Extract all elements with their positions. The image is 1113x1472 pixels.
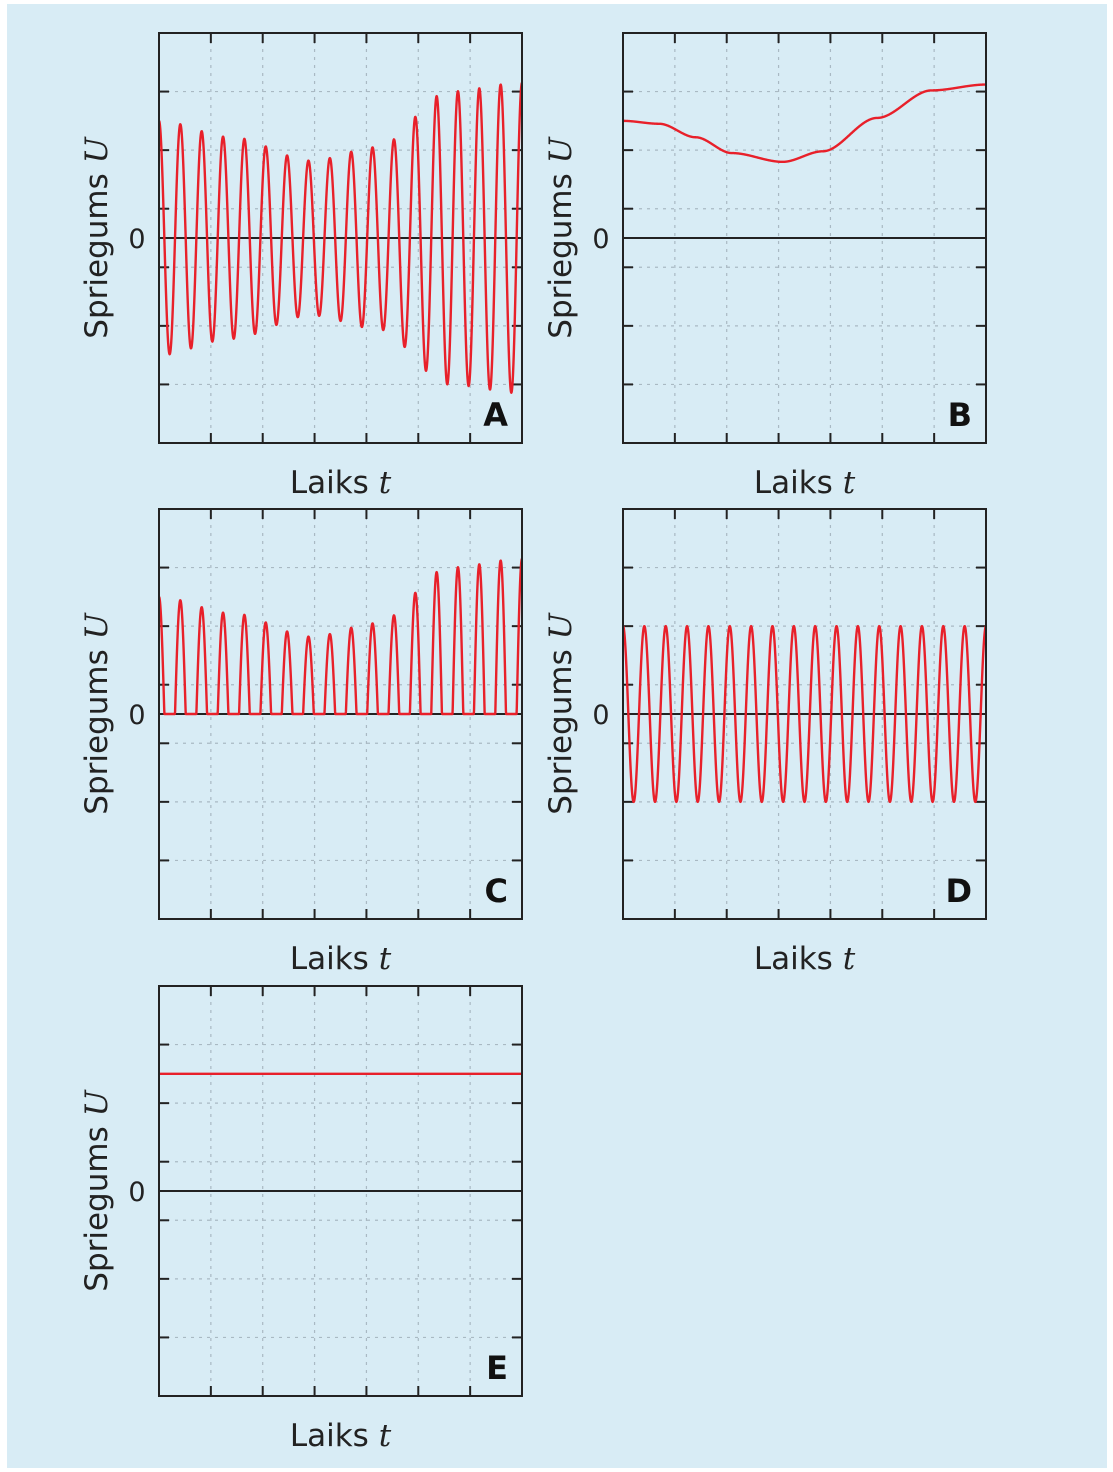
chart-panel-a: 0 Spriegums U Laiks t A: [79, 32, 524, 501]
y-axis-label-word: Spriegums: [79, 1116, 115, 1291]
y-axis-label-d: Spriegums U: [543, 612, 579, 814]
y-zero-label-c: 0: [128, 700, 145, 731]
y-axis-variable: U: [79, 136, 115, 163]
y-axis-label-word: Spriegums: [79, 163, 115, 338]
x-axis-label-word: Laiks: [290, 1418, 379, 1454]
signal-curve-c: [158, 558, 524, 716]
x-axis-label-a: Laiks t: [290, 465, 392, 501]
y-axis-variable: U: [543, 136, 579, 163]
plot-frame-e: [158, 985, 523, 1397]
x-axis-variable: t: [379, 941, 392, 977]
y-axis-label-a: Spriegums U: [79, 136, 115, 338]
y-axis-variable: U: [543, 612, 579, 639]
x-axis-label-c: Laiks t: [290, 941, 392, 977]
panel-letter-d: D: [945, 872, 972, 910]
signal-curve-a: [158, 82, 524, 394]
plot-frame-d: [622, 508, 987, 920]
y-axis-variable: U: [79, 612, 115, 639]
chart-panel-d: 0 Spriegums U Laiks t D: [543, 508, 987, 977]
plot-frame-a: [158, 32, 523, 444]
y-axis-label-e: Spriegums U: [79, 1089, 115, 1291]
y-axis-label-c: Spriegums U: [79, 612, 115, 814]
x-axis-label-d: Laiks t: [754, 941, 856, 977]
panel-letter-a: A: [483, 396, 508, 434]
y-axis-variable: U: [79, 1089, 115, 1116]
ticks-e: [159, 986, 522, 1396]
panel-letter-b: B: [948, 396, 972, 434]
ticks-b: [623, 33, 986, 443]
x-axis-variable: t: [379, 465, 392, 501]
panel-letter-e: E: [486, 1349, 508, 1387]
plot-frame-b: [622, 32, 987, 444]
ticks-d: [623, 509, 986, 919]
chart-panel-e: 0 Spriegums U Laiks t E: [79, 985, 523, 1454]
x-axis-variable: t: [843, 941, 856, 977]
y-zero-label-d: 0: [592, 700, 609, 731]
x-axis-label-word: Laiks: [290, 465, 379, 501]
y-axis-label-word: Spriegums: [543, 163, 579, 338]
chart-panel-b: 0 Spriegums U Laiks t B: [543, 32, 987, 501]
x-axis-label-b: Laiks t: [754, 465, 856, 501]
chart-panel-c: 0 Spriegums U Laiks t C: [79, 508, 524, 977]
panel-letter-c: C: [485, 872, 508, 910]
x-axis-label-word: Laiks: [754, 941, 843, 977]
x-axis-label-e: Laiks t: [290, 1418, 392, 1454]
y-zero-label-b: 0: [592, 224, 609, 255]
figure: 0 Spriegums U Laiks t A 0 Spriegums U Laiks t B…: [7, 4, 1107, 1468]
ticks-a: [159, 33, 522, 443]
y-axis-label-word: Spriegums: [543, 639, 579, 814]
x-axis-label-word: Laiks: [290, 941, 379, 977]
signal-curve-b: [622, 83, 987, 164]
y-axis-label-word: Spriegums: [79, 639, 115, 814]
y-zero-label-e: 0: [128, 1177, 145, 1208]
y-axis-label-b: Spriegums U: [543, 136, 579, 338]
signal-curve-d: [622, 624, 987, 804]
x-axis-variable: t: [843, 465, 856, 501]
y-zero-label-a: 0: [128, 224, 145, 255]
x-axis-label-word: Laiks: [754, 465, 843, 501]
x-axis-variable: t: [379, 1418, 392, 1454]
plot-frame-c: [158, 508, 523, 920]
chart-grid-svg: 0 Spriegums U Laiks t A 0 Spriegums U Laiks t B…: [79, 32, 987, 1454]
